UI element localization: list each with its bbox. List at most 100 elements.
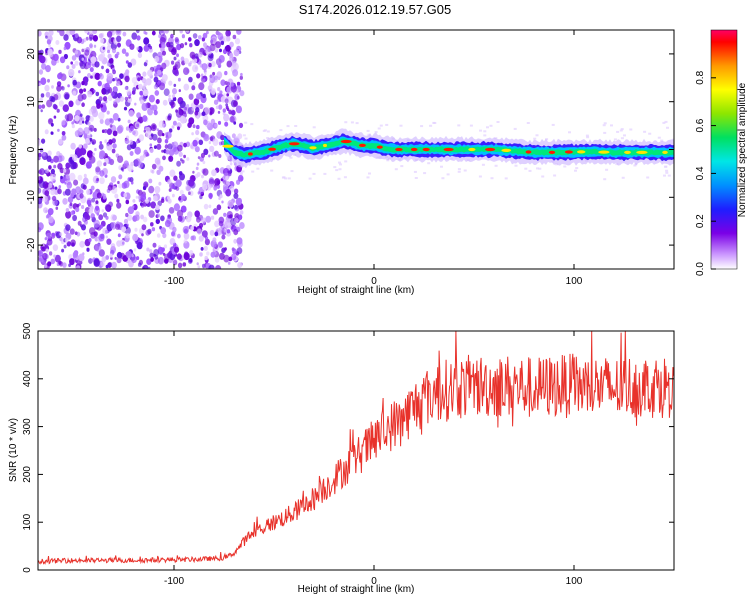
spectrogram-noise-cell (114, 193, 119, 199)
spectrogram-noise-cell (138, 199, 142, 203)
spectrogram-noise-cell (102, 46, 106, 50)
colorbar-label: Normalized spectral amplitude (737, 82, 748, 217)
spectrogram-noise-cell (103, 129, 108, 134)
colorbar-tick-label: 0.4 (695, 166, 706, 180)
spectrogram-noise-cell (181, 193, 186, 200)
spectrogram-faint-cell (394, 168, 398, 171)
spectrogram-noise-cell (77, 220, 82, 226)
spectrogram-noise-cell (179, 189, 184, 195)
spectrogram-noise-cell (123, 218, 129, 224)
spectrogram-noise-cell (194, 146, 200, 153)
spectrogram-noise-cell (224, 121, 229, 127)
spectrogram-noise-cell (185, 185, 191, 192)
spectrogram-noise-cell (76, 148, 83, 157)
spectrogram-noise-cell (231, 133, 236, 139)
spectrogram-noise-cell (47, 261, 52, 267)
spectrogram-noise-cell (188, 62, 192, 67)
spectrogram-noise-cell (174, 64, 178, 68)
spectrogram-noise-cell (124, 138, 130, 145)
spectrogram-noise-cell (183, 83, 190, 91)
spectrogram-faint-cell (312, 172, 316, 175)
spectrogram-noise-cell (117, 42, 121, 48)
spectrogram-noise-cell (212, 208, 219, 215)
spectrogram-noise-cell (69, 30, 76, 36)
spectrogram-noise-cell (149, 143, 153, 147)
spectrogram-noise-cell (106, 45, 112, 51)
snr-x-tick-label: 100 (566, 576, 583, 587)
spectrogram-noise-cell (84, 49, 90, 56)
spectrogram-noise-cell (168, 207, 175, 214)
spectrogram-noise-cell (150, 257, 155, 262)
spectrogram-noise-cell (158, 82, 166, 91)
spectrogram-noise-cell (48, 30, 54, 36)
spectrogram-noise-cell (161, 74, 168, 82)
spectrogram-noise-cell (59, 56, 66, 64)
spectrogram-noise-cell (127, 62, 133, 68)
spectrogram-noise-cell (74, 115, 80, 122)
spectrogram-noise-cell (158, 181, 162, 186)
spectrogram-faint-cell (263, 129, 267, 132)
spectrogram-noise-cell (125, 60, 129, 64)
signal-hotspot (636, 150, 648, 154)
spectrogram-noise-cell (238, 214, 243, 220)
spectrogram-faint-cell (496, 121, 500, 123)
spectrogram-noise-cell (74, 130, 81, 138)
spectrogram-noise-cell (171, 94, 176, 99)
spectrogram-noise-cell (153, 76, 159, 83)
spectrogram-noise-cell (46, 39, 52, 45)
spectrogram-y-tick-label: -20 (26, 237, 37, 252)
spectrogram-faint-cell (554, 163, 558, 166)
spectrogram-noise-cell (154, 157, 161, 165)
spectrogram-noise-cell (217, 31, 221, 36)
snr-y-tick-label: 0 (22, 567, 33, 573)
spectrogram-faint-cell (490, 177, 494, 180)
spectrogram-noise-cell (145, 126, 151, 134)
spectrogram-noise-cell (232, 248, 237, 255)
spectrogram-noise-cell (128, 109, 134, 117)
spectrogram-noise-cell (219, 48, 222, 53)
spectrogram-noise-cell (153, 84, 158, 90)
spectrogram-faint-cell (242, 134, 246, 137)
spectrogram-noise-cell (138, 83, 143, 90)
spectrogram-noise-cell (58, 49, 62, 55)
spectrogram-noise-cell (115, 223, 121, 230)
spectrogram-noise-cell (127, 96, 132, 103)
spectrogram-noise-cell (123, 160, 129, 167)
spectrogram-noise-cell (187, 122, 192, 128)
spectrogram-noise-cell (116, 240, 122, 247)
spectrogram-noise-cell (208, 204, 212, 209)
spectrogram-noise-cell (196, 262, 199, 266)
spectrogram-noise-cell (119, 96, 124, 102)
spectrogram-noise-cell (39, 55, 46, 64)
spectrogram-faint-cell (323, 172, 327, 175)
spectrogram-noise-cell (239, 90, 245, 97)
spectrogram-noise-cell (132, 130, 136, 136)
spectrogram-noise-cell (220, 40, 225, 46)
spectrogram-noise-cell (134, 214, 140, 221)
spectrogram-faint-cell (575, 167, 579, 170)
spectrogram-noise-cell (50, 258, 56, 265)
spectrogram-noise-cell (210, 39, 214, 44)
spectrogram-noise-cell (65, 162, 71, 169)
spectrogram-faint-cell (504, 177, 508, 180)
signal-hotspot (501, 148, 512, 152)
spectrogram-noise-cell (56, 30, 60, 33)
spectrogram-noise-cell (176, 209, 184, 218)
spectrogram-noise-cell (204, 106, 211, 115)
spectrogram-noise-cell (216, 204, 222, 211)
snr-y-axis-label: SNR (10 * v/v) (8, 418, 19, 482)
snr-ticks: -100 0 100 0 100 200 300 400 500 (22, 322, 674, 587)
snr-y-tick-label: 400 (22, 370, 33, 387)
spectrogram-noise-cell (75, 186, 82, 194)
spectrogram-noise-cell (74, 33, 79, 38)
spectrogram-noise-cell (142, 89, 149, 97)
spectrogram-noise-cell (215, 265, 222, 269)
spectrogram-noise-cell (84, 30, 89, 34)
spectrogram-noise-cell (201, 63, 208, 71)
spectrogram-noise-cell (106, 128, 112, 135)
spectrogram-noise-cell (183, 142, 188, 148)
spectrogram-noise-cell (157, 137, 162, 144)
spectrogram-noise-cell (109, 118, 114, 124)
spectrogram-noise-cell (198, 82, 205, 91)
spectrogram-faint-cell (545, 138, 549, 141)
